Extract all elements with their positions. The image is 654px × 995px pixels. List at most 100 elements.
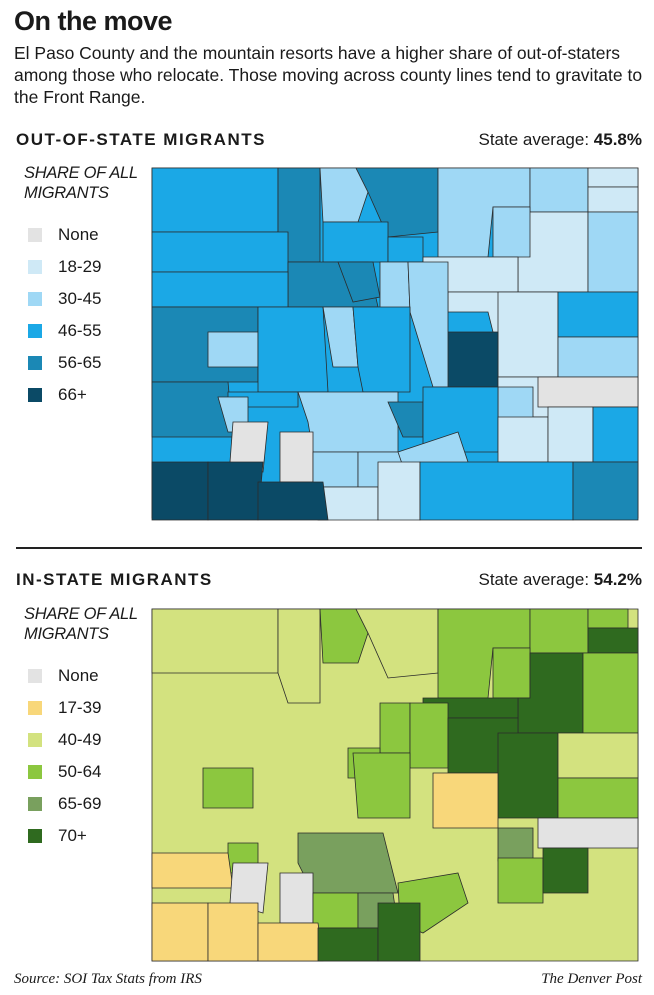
subtitle: El Paso County and the mountain resorts … [14, 43, 643, 107]
out-of-state-average-label: State average: [478, 130, 594, 149]
legend-swatch [28, 356, 42, 370]
legend-item: 56-65 [28, 347, 101, 379]
county-region [151, 608, 279, 674]
county-region [497, 386, 534, 421]
county-region [547, 406, 594, 463]
county-region [355, 167, 439, 238]
county-region [497, 857, 544, 904]
legend-item: 17-39 [28, 692, 101, 724]
source-note: Source: SOI Tax Stats from IRS [14, 971, 202, 987]
legend-label: 56-65 [58, 353, 102, 372]
county-region [557, 732, 639, 779]
section-divider [16, 547, 642, 549]
county-region [492, 647, 531, 699]
legend-swatch [28, 388, 42, 402]
county-region [317, 927, 379, 962]
in-state-map [151, 608, 639, 962]
county-region [537, 817, 639, 849]
legend-label: 50-64 [58, 762, 102, 781]
legend-label: 18-29 [58, 257, 102, 276]
legend-swatch [28, 228, 42, 242]
county-region [537, 376, 639, 408]
county-region [377, 461, 421, 521]
county-region [202, 767, 254, 809]
out-of-state-legend: None 18-29 30-45 46-55 56-65 66+ [28, 219, 101, 411]
legend-item: 40-49 [28, 724, 101, 756]
county-region [379, 702, 411, 754]
county-region [587, 211, 639, 293]
county-region [592, 406, 639, 463]
county-region [557, 291, 639, 338]
county-region [497, 291, 559, 378]
legend-swatch [28, 324, 42, 338]
county-region [409, 702, 449, 769]
legend-label: 17-39 [58, 698, 102, 717]
county-region [229, 421, 269, 473]
legend-label: 70+ [58, 826, 87, 845]
county-region [587, 608, 629, 629]
legend-swatch [28, 701, 42, 715]
county-region [277, 608, 321, 704]
legend-item: None [28, 219, 101, 251]
legend-item: None [28, 660, 101, 692]
in-state-legend-title: SHARE OF ALL MIGRANTS [24, 605, 138, 643]
county-region [582, 652, 639, 734]
county-region [279, 431, 314, 483]
county-region [419, 461, 574, 521]
county-region [352, 752, 411, 819]
county-region [229, 862, 269, 914]
in-state-heading: IN-STATE MIGRANTS [16, 570, 213, 589]
legend-label: 40-49 [58, 730, 102, 749]
legend-swatch [28, 765, 42, 779]
in-state-average-label: State average: [478, 570, 594, 589]
county-region [497, 732, 559, 819]
county-region [557, 777, 639, 819]
legend-label: 46-55 [58, 321, 102, 340]
county-region [379, 261, 411, 313]
legend-label: 65-69 [58, 794, 102, 813]
county-region [151, 271, 289, 308]
out-of-state-map [151, 167, 639, 521]
county-region [151, 167, 279, 233]
county-region [319, 167, 369, 223]
county-region [151, 852, 234, 889]
legend-swatch [28, 797, 42, 811]
county-region [377, 902, 421, 962]
legend-item: 30-45 [28, 283, 101, 315]
county-region [257, 481, 329, 521]
legend-swatch [28, 669, 42, 683]
county-region [151, 461, 209, 521]
county-region [207, 461, 264, 521]
county-region [497, 827, 534, 862]
legend-item: 46-55 [28, 315, 101, 347]
out-of-state-heading: OUT-OF-STATE MIGRANTS [16, 130, 266, 149]
county-region [352, 306, 411, 393]
county-region [355, 608, 439, 679]
legend-label: None [58, 666, 99, 685]
county-region [319, 608, 369, 664]
county-region [151, 902, 209, 962]
county-region [572, 461, 639, 521]
county-region [207, 902, 259, 962]
legend-swatch [28, 260, 42, 274]
county-region [587, 627, 639, 654]
legend-item: 18-29 [28, 251, 101, 283]
county-region [492, 206, 531, 258]
county-region [587, 186, 639, 213]
county-region [557, 336, 639, 378]
credit-note: The Denver Post [541, 971, 642, 987]
out-of-state-average-value: 45.8% [593, 130, 642, 149]
legend-item: 50-64 [28, 756, 101, 788]
county-region [279, 872, 314, 924]
county-region [312, 892, 359, 929]
page-title: On the move [14, 6, 173, 36]
legend-label: 66+ [58, 385, 87, 404]
in-state-average: State average: 54.2% [478, 570, 642, 590]
in-state-average-value: 54.2% [593, 570, 642, 589]
legend-label: 30-45 [58, 289, 102, 308]
county-region [257, 306, 329, 393]
county-region [151, 231, 289, 273]
county-region [497, 416, 549, 463]
out-of-state-legend-title: SHARE OF ALL MIGRANTS [24, 164, 138, 202]
county-region [529, 608, 589, 654]
